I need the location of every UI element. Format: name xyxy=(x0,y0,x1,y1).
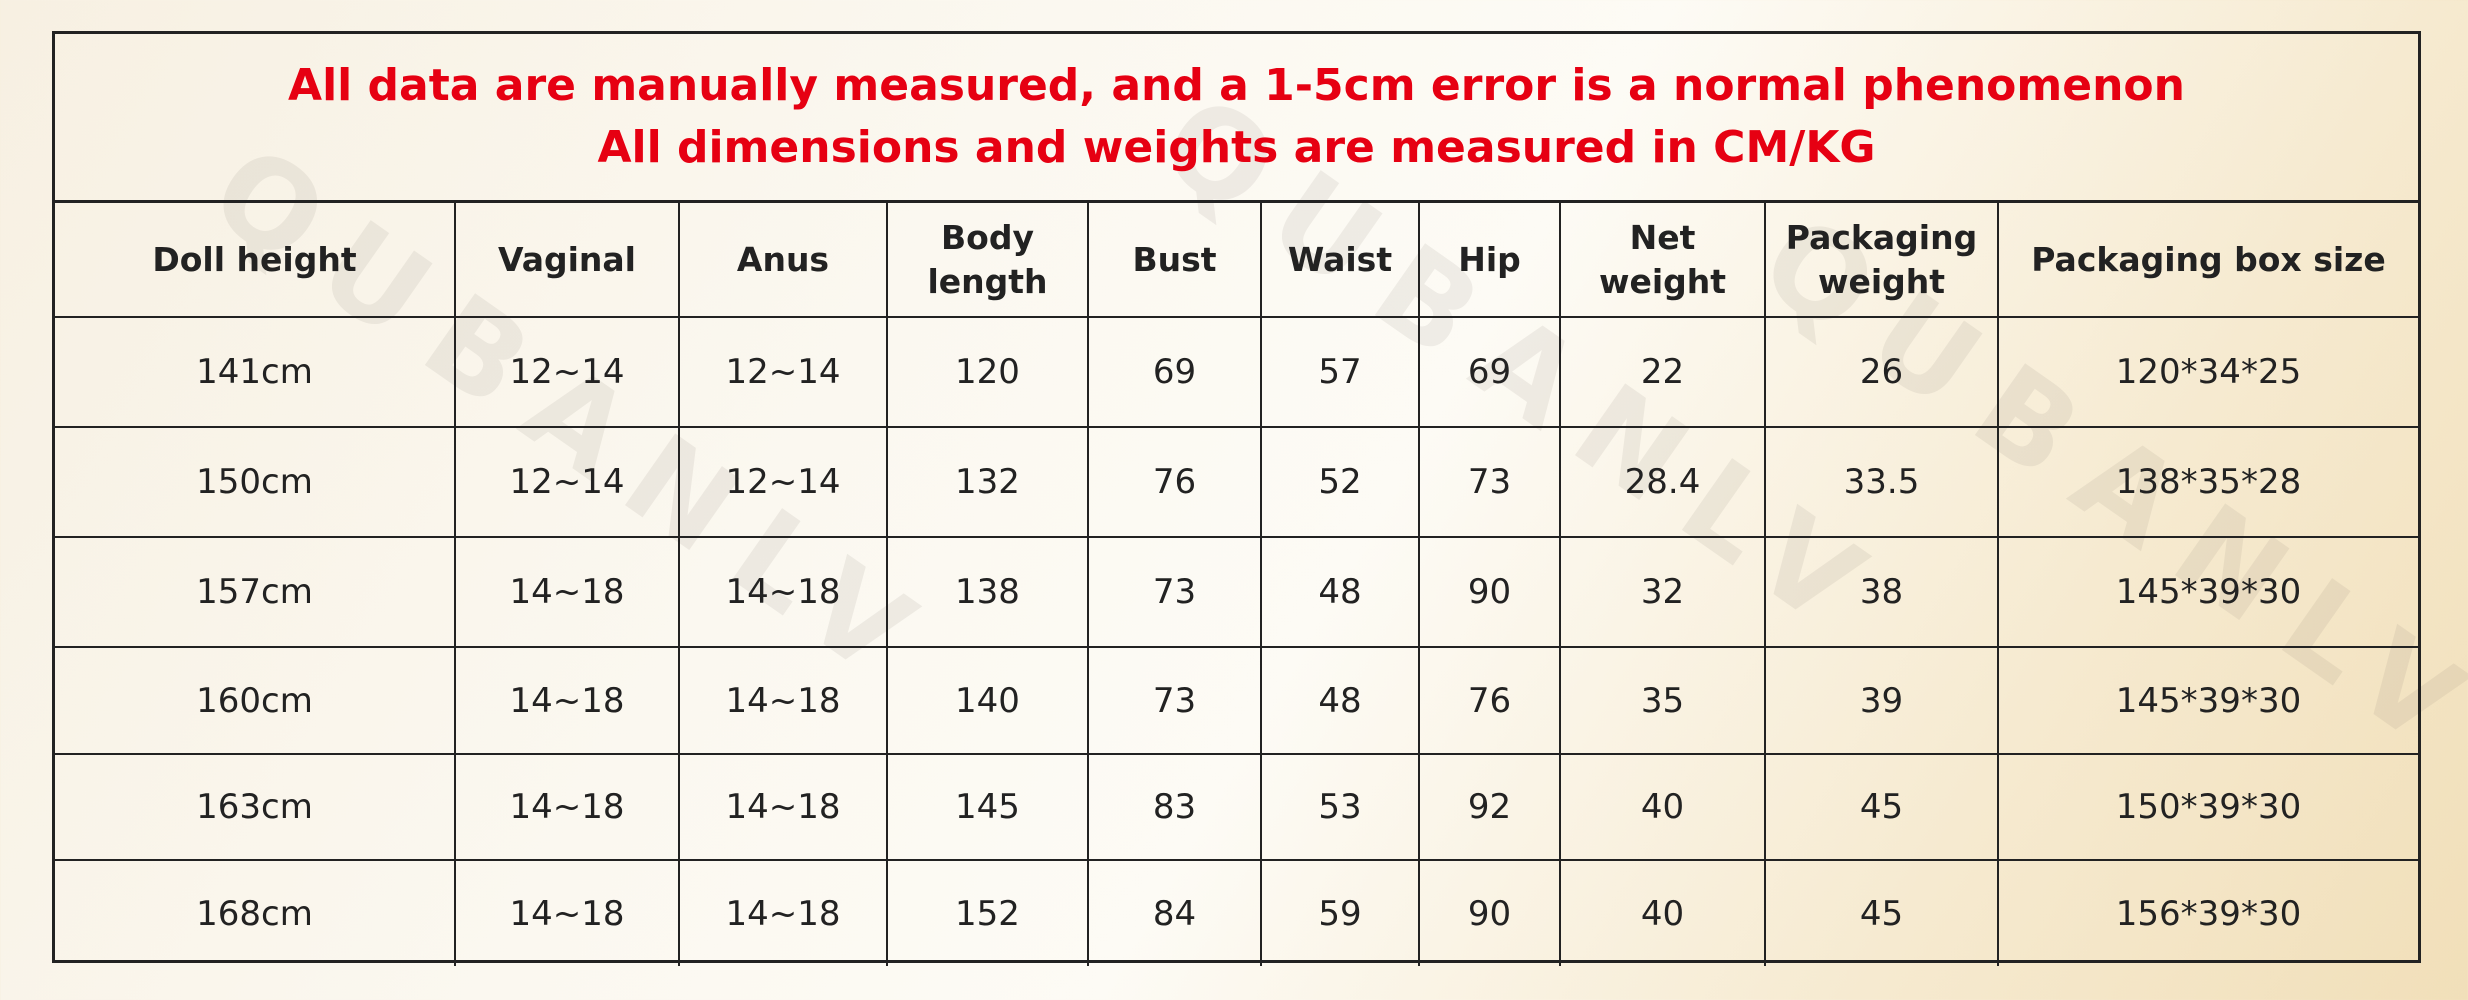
table-cell: 12~14 xyxy=(456,318,680,428)
table-cell: 84 xyxy=(1089,861,1262,966)
table-cell: 14~18 xyxy=(456,648,680,755)
column-header: Packaging box size xyxy=(1999,203,2418,318)
column-header: Bust xyxy=(1089,203,1262,318)
notice-banner: All data are manually measured, and a 1-… xyxy=(55,34,2418,203)
table-cell: 53 xyxy=(1262,755,1420,861)
table-cell: 28.4 xyxy=(1561,428,1766,538)
table-grid: Doll height Vaginal Anus Body length Bust Wai… xyxy=(55,203,2418,966)
table-cell: 52 xyxy=(1262,428,1420,538)
table-cell: 138 xyxy=(888,538,1089,648)
table-cell: 14~18 xyxy=(680,538,888,648)
table-cell: 40 xyxy=(1561,861,1766,966)
table-cell: 12~14 xyxy=(680,428,888,538)
table-cell: 73 xyxy=(1089,648,1262,755)
size-chart-table: All data are manually measured, and a 1-… xyxy=(52,31,2421,966)
table-cell: 83 xyxy=(1089,755,1262,861)
table-cell: 120 xyxy=(888,318,1089,428)
table-cell: 73 xyxy=(1420,428,1561,538)
column-header: Hip xyxy=(1420,203,1561,318)
table-cell: 152 xyxy=(888,861,1089,966)
table-cell: 145 xyxy=(888,755,1089,861)
table-cell: 163cm xyxy=(55,755,456,861)
table-cell: 38 xyxy=(1766,538,1999,648)
table-cell: 156*39*30 xyxy=(2115,893,2302,934)
table-cell: 140 xyxy=(888,648,1089,755)
table-cell: 69 xyxy=(1089,318,1262,428)
table-cell: 48 xyxy=(1262,648,1420,755)
column-header: Net weight xyxy=(1561,203,1766,318)
table-cell: 138*35*28 xyxy=(1999,428,2418,538)
table-cell: 14~18 xyxy=(456,755,680,861)
table-cell: 59 xyxy=(1262,861,1420,966)
column-header: Body length xyxy=(888,203,1089,318)
column-header: Packaging weight xyxy=(1766,203,1999,318)
table-cell: 12~14 xyxy=(680,318,888,428)
table-cell: 141cm xyxy=(55,318,456,428)
table-cell: 39 xyxy=(1766,648,1999,755)
column-header: Waist xyxy=(1262,203,1420,318)
table-cell: 57 xyxy=(1262,318,1420,428)
table-cell: 40 xyxy=(1561,755,1766,861)
table-cell: 26 xyxy=(1766,318,1999,428)
table-cell: 33.5 xyxy=(1766,428,1999,538)
table-cell: 90 xyxy=(1420,538,1561,648)
table-cell: 32 xyxy=(1561,538,1766,648)
table-cell: 132 xyxy=(888,428,1089,538)
table-cell: 168cm xyxy=(55,861,456,966)
table-cell: 150*39*30 xyxy=(1999,755,2418,861)
table-cell: 14~18 xyxy=(680,861,888,966)
column-header: Doll height xyxy=(55,203,456,318)
table-cell: 76 xyxy=(1089,428,1262,538)
notice-line-1: All data are manually measured, and a 1-… xyxy=(288,60,2185,111)
table-cell: 12~14 xyxy=(456,428,680,538)
table-cell: 73 xyxy=(1089,538,1262,648)
table-cell: 45 xyxy=(1766,861,1999,966)
table-cell: 14~18 xyxy=(456,538,680,648)
table-cell: 45 xyxy=(1766,755,1999,861)
column-header: Anus xyxy=(680,203,888,318)
table-cell: 14~18 xyxy=(680,648,888,755)
table-cell: 69 xyxy=(1420,318,1561,428)
table-cell: 14~18 xyxy=(680,755,888,861)
table-cell: 157cm xyxy=(55,538,456,648)
notice-line-2: All dimensions and weights are measured … xyxy=(597,122,1876,173)
table-cell: 160cm xyxy=(55,648,456,755)
table-cell: 120*34*25 xyxy=(1999,318,2418,428)
table-cell: 14~18 xyxy=(456,861,680,966)
table-cell: 150cm xyxy=(55,428,456,538)
table-cell: 92 xyxy=(1420,755,1561,861)
table-cell: 90 xyxy=(1420,861,1561,966)
table-cell: 48 xyxy=(1262,538,1420,648)
table-cell: 35 xyxy=(1561,648,1766,755)
column-header: Vaginal xyxy=(456,203,680,318)
table-cell: 145*39*30 xyxy=(1999,538,2418,648)
table-cell: 145*39*30 xyxy=(1999,648,2418,755)
table-cell: 76 xyxy=(1420,648,1561,755)
table-cell: 22 xyxy=(1561,318,1766,428)
